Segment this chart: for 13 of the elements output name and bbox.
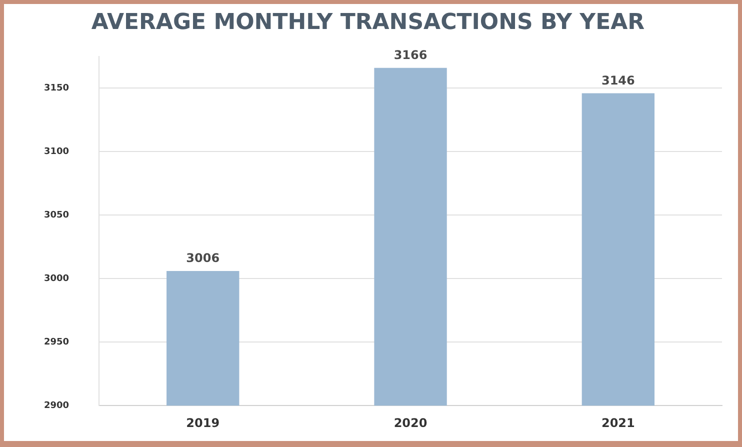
x-tick-label: 2019 <box>186 416 220 430</box>
y-tick-label: 3050 <box>44 210 70 220</box>
data-label: 3146 <box>601 73 635 88</box>
y-tick-label: 3100 <box>44 146 70 157</box>
y-tick-label: 2900 <box>44 400 70 411</box>
chart-title: AVERAGE MONTHLY TRANSACTIONS BY YEAR <box>91 10 645 35</box>
y-tick-label: 3000 <box>44 274 70 284</box>
x-tick-label: 2021 <box>601 416 635 430</box>
x-tick-label: 2020 <box>394 416 428 430</box>
y-tick-label: 3150 <box>44 83 70 94</box>
data-label: 3006 <box>186 251 220 266</box>
y-tick-label: 2950 <box>44 337 70 348</box>
data-label: 3166 <box>394 48 428 62</box>
